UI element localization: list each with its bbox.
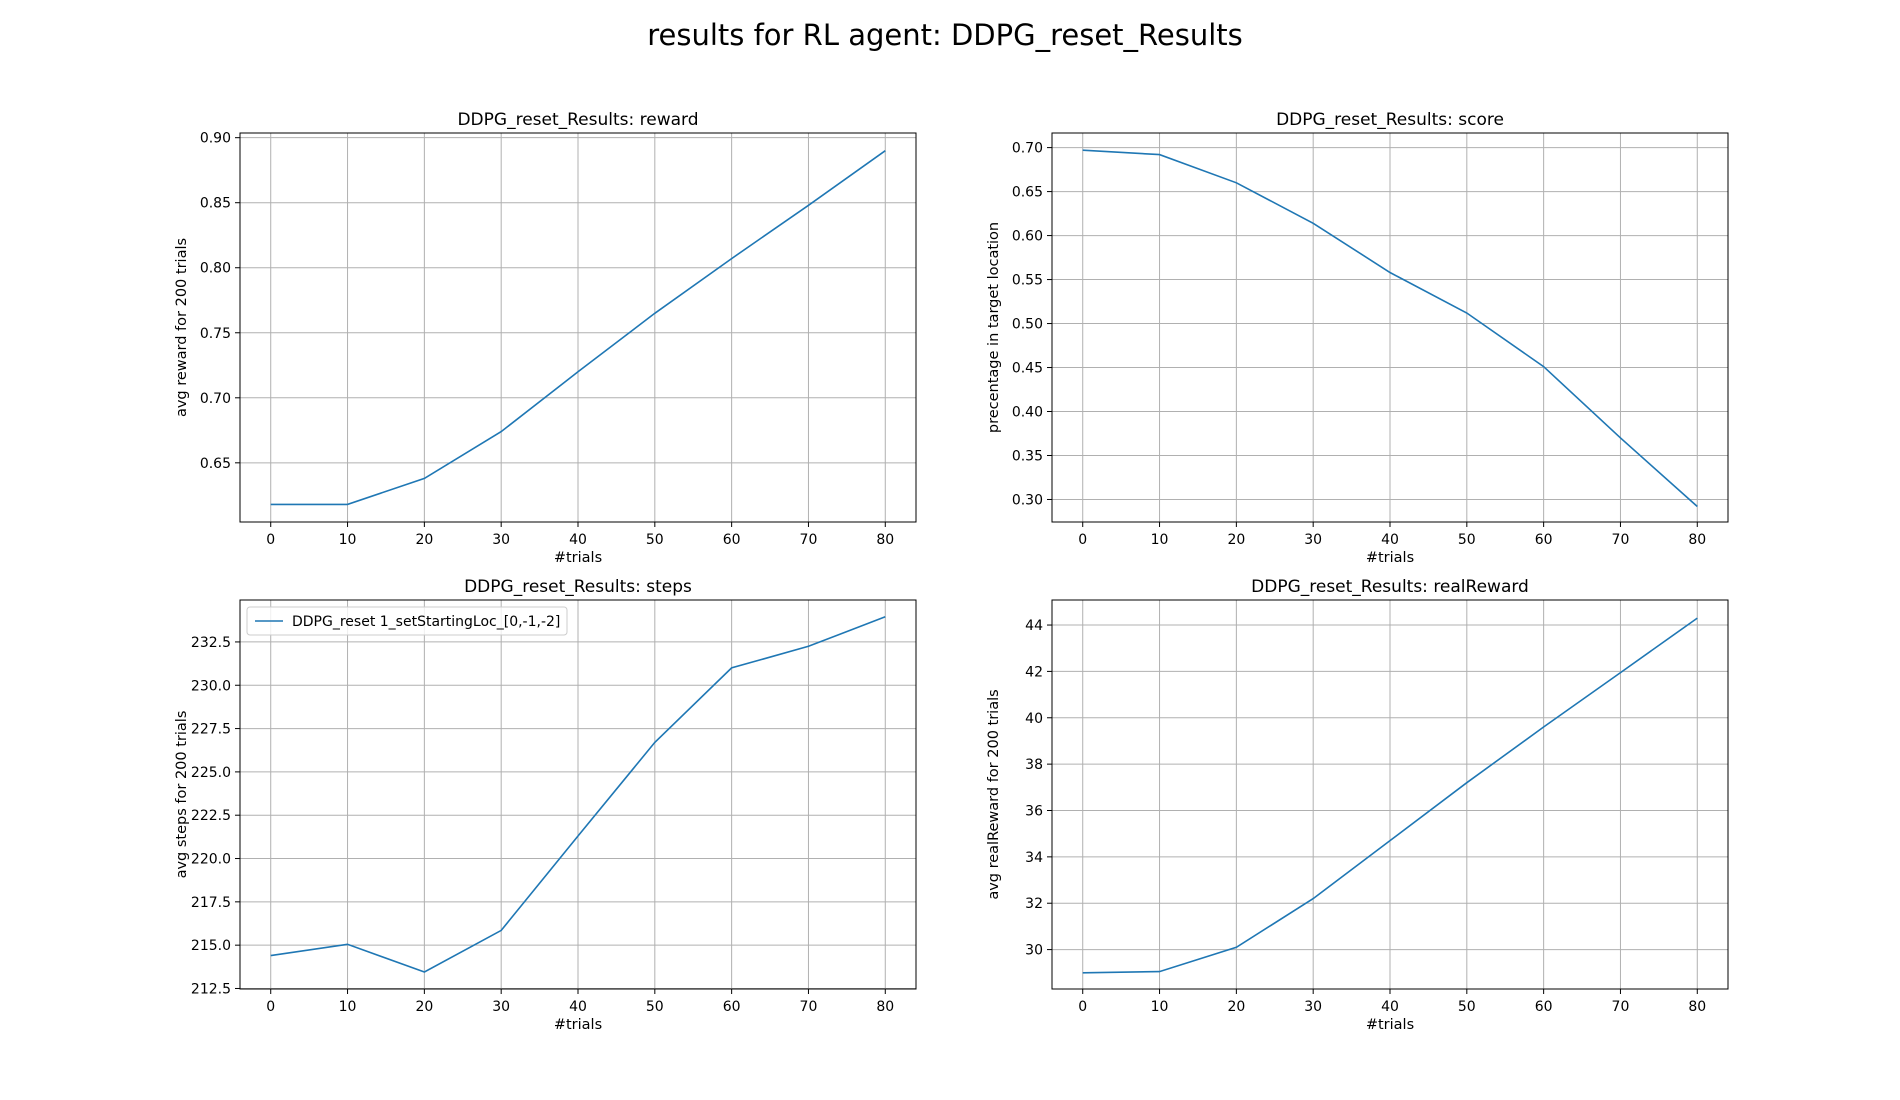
figure-title: results for RL agent: DDPG_reset_Results [647, 18, 1243, 52]
x-tick-label: 70 [800, 532, 818, 548]
y-tick-label: 0.70 [200, 391, 231, 407]
x-tick-label: 60 [723, 999, 741, 1015]
y-tick-label: 30 [1025, 943, 1043, 959]
steps-legend: DDPG_reset 1_setStartingLoc_[0,-1,-2] [246, 606, 568, 636]
y-tick-label: 217.5 [191, 895, 231, 911]
y-tick-label: 40 [1025, 711, 1043, 727]
y-tick-label: 220.0 [191, 852, 231, 868]
y-tick-label: 36 [1025, 803, 1043, 819]
realreward-subplot: 0 10 20 30 40 50 60 70 80 30 32 34 36 38 40 42 44 DDPG_… [986, 577, 1729, 1033]
steps-y-axis-label: avg steps for 200 trials [174, 711, 190, 879]
y-tick-label: 227.5 [191, 722, 231, 738]
y-tick-label: 215.0 [191, 938, 231, 954]
x-tick-label: 60 [1535, 999, 1553, 1015]
y-tick-label: 0.65 [1012, 185, 1043, 201]
x-tick-label: 20 [415, 999, 433, 1015]
score-subplot-title: DDPG_reset_Results: score [1276, 110, 1504, 130]
score-y-axis-label: precentage in target location [986, 222, 1002, 433]
x-tick-label: 20 [1227, 999, 1245, 1015]
x-tick-label: 80 [1688, 999, 1706, 1015]
y-tick-label: 38 [1025, 757, 1043, 773]
y-tick-label: 0.80 [200, 261, 231, 277]
steps-x-axis-label: #trials [554, 1017, 602, 1033]
y-tick-label: 0.85 [200, 196, 231, 212]
legend-box [246, 606, 568, 636]
y-tick-label: 32 [1025, 896, 1043, 912]
y-tick-label: 0.30 [1012, 492, 1043, 508]
y-tick-label: 0.60 [1012, 229, 1043, 245]
reward-line [270, 150, 886, 506]
x-tick-label: 70 [1612, 999, 1630, 1015]
realreward-x-axis-label: #trials [1366, 1017, 1414, 1033]
x-tick-label: 0 [1078, 532, 1087, 548]
x-tick-label: 30 [492, 999, 510, 1015]
x-tick-label: 50 [646, 999, 664, 1015]
y-tick-label: 0.65 [200, 456, 231, 472]
x-tick-label: 50 [1458, 532, 1476, 548]
y-tick-label: 0.75 [200, 326, 231, 342]
y-tick-label: 212.5 [191, 981, 231, 997]
x-tick-label: 70 [800, 999, 818, 1015]
x-tick-label: 0 [266, 999, 275, 1015]
y-tick-label: 44 [1025, 618, 1043, 634]
y-tick-label: 222.5 [191, 808, 231, 824]
x-tick-label: 40 [1381, 999, 1399, 1015]
realreward-subplot-title: DDPG_reset_Results: realReward [1251, 577, 1529, 597]
y-tick-label: 0.35 [1012, 448, 1043, 464]
x-tick-label: 50 [646, 532, 664, 548]
y-tick-label: 0.45 [1012, 361, 1043, 377]
x-tick-label: 30 [1304, 999, 1322, 1015]
score-x-axis-label: #trials [1366, 550, 1414, 566]
x-tick-label: 30 [492, 532, 510, 548]
realreward-line [1082, 617, 1698, 974]
x-tick-label: 60 [723, 532, 741, 548]
reward-y-axis-label: avg reward for 200 trials [174, 238, 190, 417]
score-line [1082, 149, 1698, 508]
y-tick-label: 225.0 [191, 765, 231, 781]
y-tick-label: 0.70 [1012, 141, 1043, 157]
x-tick-label: 50 [1458, 999, 1476, 1015]
y-tick-label: 0.50 [1012, 317, 1043, 333]
x-tick-label: 10 [1151, 999, 1169, 1015]
x-tick-label: 20 [1227, 532, 1245, 548]
x-tick-label: 80 [876, 999, 894, 1015]
steps-line [270, 616, 886, 973]
y-tick-label: 34 [1025, 850, 1043, 866]
x-tick-label: 10 [339, 532, 357, 548]
x-tick-label: 0 [266, 532, 275, 548]
score-subplot: 0 10 20 30 40 50 60 70 80 0.30 0.35 0.40 0.45 0.50 0.… [986, 110, 1729, 566]
reward-subplot-title: DDPG_reset_Results: reward [457, 110, 698, 130]
y-tick-label: 232.5 [191, 635, 231, 651]
reward-subplot: 0 10 20 30 40 50 60 70 80 0.65 0.70 0.75 0.80 0.85 0.… [174, 110, 917, 566]
x-tick-label: 40 [569, 532, 587, 548]
y-tick-label: 0.40 [1012, 405, 1043, 421]
y-tick-label: 230.0 [191, 678, 231, 694]
x-tick-label: 30 [1304, 532, 1322, 548]
x-tick-label: 80 [1688, 532, 1706, 548]
x-tick-label: 40 [1381, 532, 1399, 548]
steps-subplot: 0 10 20 30 40 50 60 70 80 212.5 215.0 217.5 220.0 22… [174, 577, 917, 1033]
steps-subplot-title: DDPG_reset_Results: steps [464, 577, 692, 597]
y-tick-label: 0.55 [1012, 273, 1043, 289]
x-tick-label: 60 [1535, 532, 1553, 548]
reward-x-axis-label: #trials [554, 550, 602, 566]
x-tick-label: 20 [415, 532, 433, 548]
y-tick-label: 42 [1025, 664, 1043, 680]
x-tick-label: 40 [569, 999, 587, 1015]
realreward-y-axis-label: avg realReward for 200 trials [986, 689, 1002, 899]
x-tick-label: 0 [1078, 999, 1087, 1015]
x-tick-label: 80 [876, 532, 894, 548]
y-tick-label: 0.90 [200, 131, 231, 147]
x-tick-label: 10 [1151, 532, 1169, 548]
legend-entry-label: DDPG_reset 1_setStartingLoc_[0,-1,-2] [292, 614, 560, 630]
x-tick-label: 70 [1612, 532, 1630, 548]
x-tick-label: 10 [339, 999, 357, 1015]
